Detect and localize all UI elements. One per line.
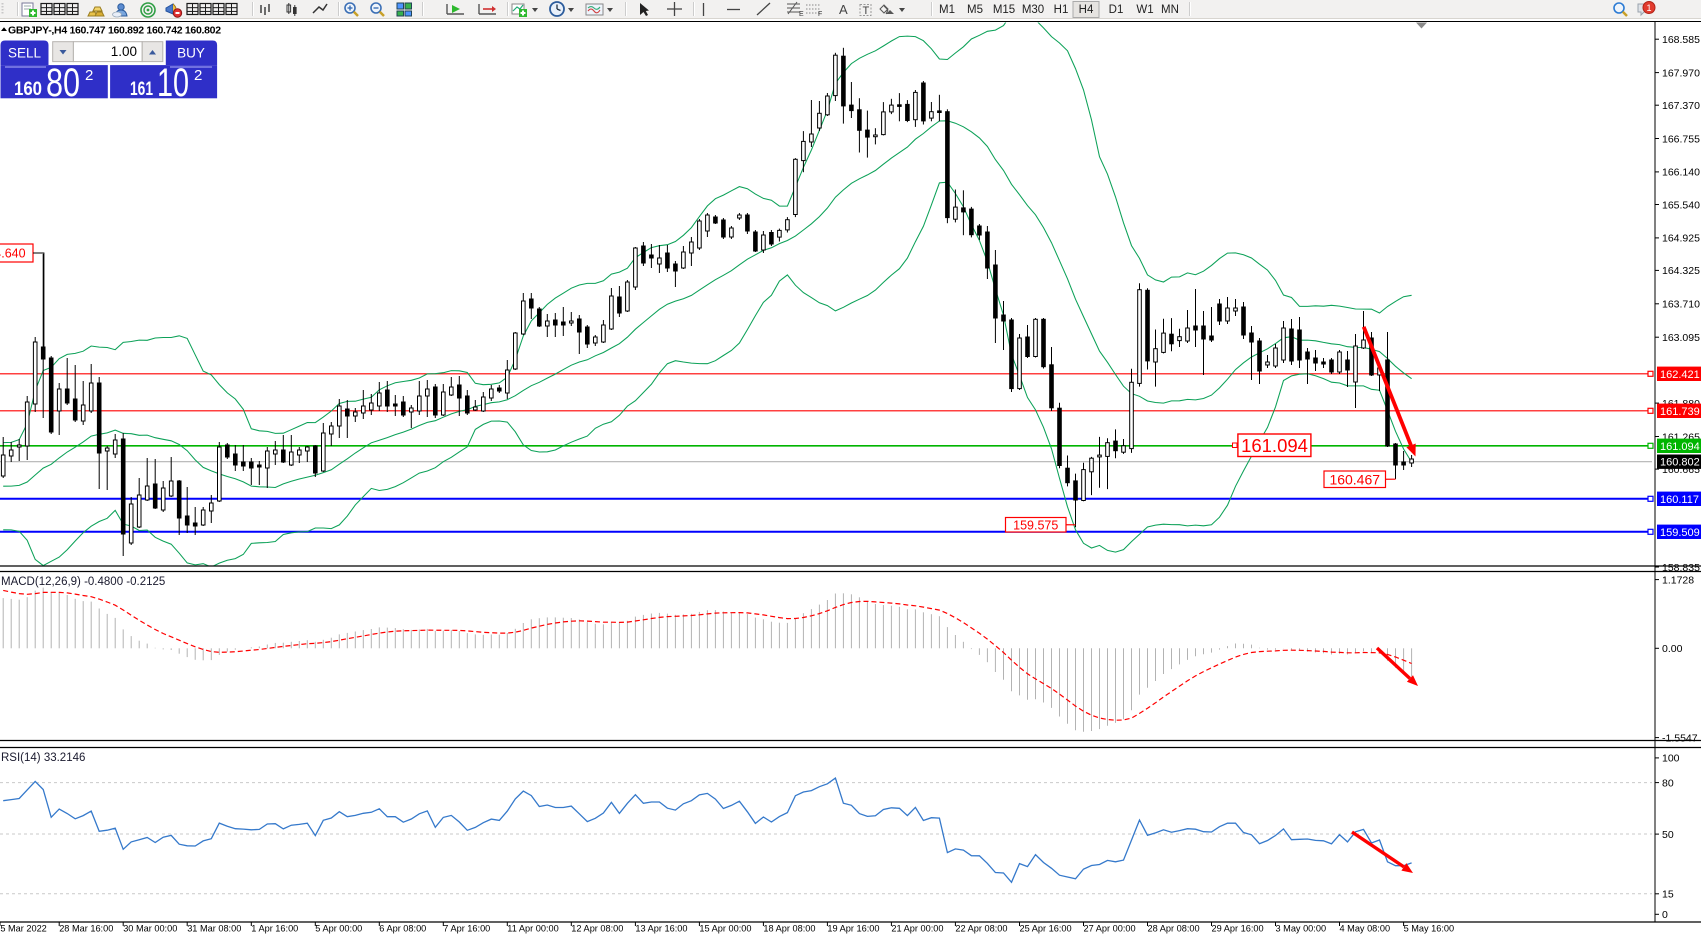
svg-text:1 Apr 16:00: 1 Apr 16:00 (251, 924, 298, 934)
svg-text:163.710: 163.710 (1662, 299, 1700, 311)
svg-text:167.970: 167.970 (1662, 67, 1700, 79)
svg-text:166.755: 166.755 (1662, 133, 1700, 145)
svg-text:50: 50 (1662, 829, 1674, 841)
svg-text:GBPJPY-,H4 160.747 160.892 16: GBPJPY-,H4 160.747 160.892 160.742 160.8… (8, 25, 221, 37)
svg-text:100: 100 (1662, 753, 1680, 765)
svg-text:165.540: 165.540 (1662, 199, 1700, 211)
svg-text:159.575: 159.575 (1013, 518, 1058, 532)
svg-text:2: 2 (194, 67, 202, 84)
svg-text:1: 1 (1646, 3, 1651, 13)
svg-text:160.802: 160.802 (1660, 457, 1700, 469)
svg-text:161.739: 161.739 (1660, 406, 1700, 418)
svg-text:164.925: 164.925 (1662, 233, 1700, 245)
svg-text:13 Apr 16:00: 13 Apr 16:00 (635, 924, 687, 934)
svg-text:160.467: 160.467 (1329, 471, 1380, 487)
svg-text:161.094: 161.094 (1241, 435, 1308, 456)
svg-text:80: 80 (1662, 777, 1674, 789)
svg-text:21 Apr 00:00: 21 Apr 00:00 (891, 924, 943, 934)
svg-text:D1: D1 (1109, 4, 1124, 16)
svg-text:31 Mar 08:00: 31 Mar 08:00 (187, 924, 241, 934)
svg-text:30 Mar 00:00: 30 Mar 00:00 (123, 924, 177, 934)
svg-text:162.421: 162.421 (1660, 369, 1700, 381)
svg-text:12 Apr 08:00: 12 Apr 08:00 (571, 924, 623, 934)
svg-text:M30: M30 (1022, 4, 1044, 16)
svg-text:F: F (818, 11, 822, 18)
svg-text:168.585: 168.585 (1662, 34, 1700, 46)
svg-text:163.095: 163.095 (1662, 332, 1700, 344)
svg-text:160: 160 (14, 79, 42, 100)
svg-text:0: 0 (1662, 909, 1668, 921)
svg-text:160.117: 160.117 (1660, 494, 1699, 506)
svg-text:6 Apr 08:00: 6 Apr 08:00 (379, 924, 426, 934)
svg-text:E: E (799, 11, 804, 18)
svg-text:T: T (863, 5, 870, 17)
svg-text:166.140: 166.140 (1662, 167, 1700, 179)
svg-text:5 May 16:00: 5 May 16:00 (1404, 924, 1455, 934)
svg-text:158.835: 158.835 (1662, 562, 1700, 574)
svg-text:BUY: BUY (177, 46, 205, 61)
svg-text:164.325: 164.325 (1662, 265, 1700, 277)
svg-text:161: 161 (130, 79, 153, 100)
svg-text:80: 80 (46, 61, 80, 105)
svg-text:MACD(12,26,9) -0.4800 -0.2125: MACD(12,26,9) -0.4800 -0.2125 (1, 576, 165, 588)
svg-text:29 Apr 16:00: 29 Apr 16:00 (1212, 924, 1264, 934)
svg-text:M15: M15 (993, 4, 1015, 16)
svg-text:W1: W1 (1136, 4, 1153, 16)
svg-text:M5: M5 (967, 4, 983, 16)
svg-text:27 Apr 00:00: 27 Apr 00:00 (1084, 924, 1136, 934)
svg-text:25 Mar 2022: 25 Mar 2022 (0, 924, 47, 934)
svg-text:5 Apr 00:00: 5 Apr 00:00 (315, 924, 362, 934)
svg-text:11 Apr 00:00: 11 Apr 00:00 (507, 924, 558, 934)
svg-text:159.509: 159.509 (1660, 527, 1700, 539)
svg-text:1.00: 1.00 (111, 44, 137, 59)
svg-text:3 May 00:00: 3 May 00:00 (1276, 924, 1327, 934)
svg-text:A: A (839, 2, 848, 17)
svg-text:18 Apr 08:00: 18 Apr 08:00 (763, 924, 815, 934)
svg-text:15: 15 (1662, 889, 1674, 901)
svg-text:161.094: 161.094 (1660, 441, 1700, 453)
svg-text:H1: H1 (1054, 4, 1069, 16)
svg-text:22 Apr 08:00: 22 Apr 08:00 (955, 924, 1007, 934)
svg-text:1.1728: 1.1728 (1662, 574, 1694, 586)
svg-text:MN: MN (1161, 4, 1179, 16)
svg-text:164.640: 164.640 (0, 247, 26, 261)
svg-text:-1.5547: -1.5547 (1662, 732, 1698, 744)
svg-text:15 Apr 00:00: 15 Apr 00:00 (699, 924, 751, 934)
svg-text:RSI(14) 33.2146: RSI(14) 33.2146 (1, 752, 85, 764)
svg-text:19 Apr 16:00: 19 Apr 16:00 (827, 924, 879, 934)
svg-text:0.00: 0.00 (1662, 643, 1683, 655)
svg-text:SELL: SELL (8, 46, 42, 61)
svg-text:10: 10 (157, 61, 189, 105)
svg-text:H4: H4 (1079, 4, 1094, 16)
svg-text:7 Apr 16:00: 7 Apr 16:00 (443, 924, 490, 934)
svg-text:M1: M1 (939, 4, 955, 16)
svg-text:2: 2 (85, 67, 93, 84)
svg-text:28 Mar 16:00: 28 Mar 16:00 (59, 924, 113, 934)
svg-text:25 Apr 16:00: 25 Apr 16:00 (1020, 924, 1072, 934)
svg-text:167.370: 167.370 (1662, 100, 1700, 112)
svg-text:4 May 08:00: 4 May 08:00 (1340, 924, 1391, 934)
svg-text:28 Apr 08:00: 28 Apr 08:00 (1148, 924, 1200, 934)
